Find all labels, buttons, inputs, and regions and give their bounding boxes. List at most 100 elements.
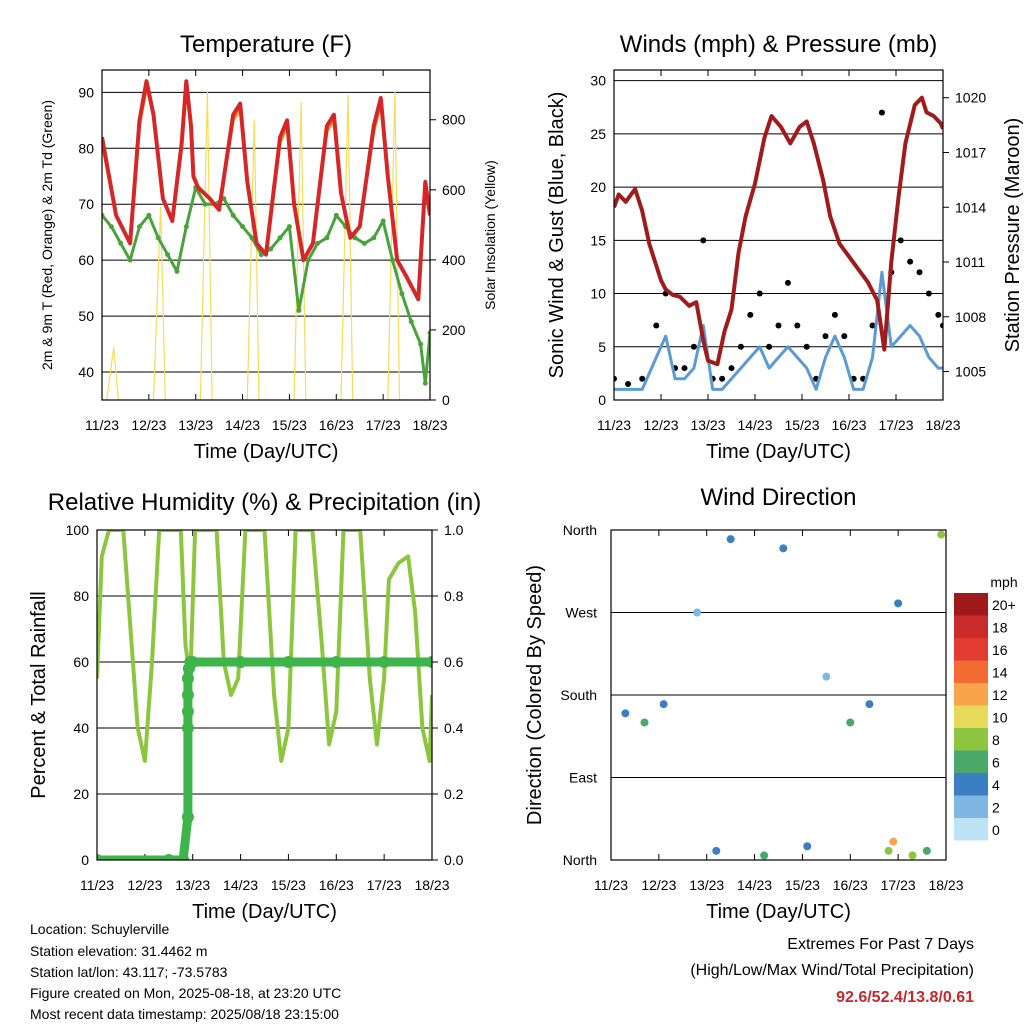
y-tick-label: 5	[598, 339, 606, 355]
colorbar-swatch	[954, 818, 988, 841]
y2-tick-label: 1008	[955, 309, 986, 325]
x-tick-label: 17/23	[367, 877, 402, 893]
colorbar-label: 20+	[992, 597, 1016, 613]
y-tick-label: 40	[78, 364, 94, 380]
td-point	[380, 218, 386, 224]
x-tick-label: 14/23	[225, 417, 260, 433]
series-2m-temp-line	[102, 79, 430, 302]
y-tick-label: 40	[73, 720, 89, 736]
td-point	[286, 224, 292, 230]
y2-tick-label: 0.6	[444, 654, 464, 670]
colorbar-swatch	[954, 750, 988, 773]
td-point	[399, 291, 405, 297]
y-tick-label: South	[560, 687, 597, 703]
x-tick-label: 11/23	[85, 417, 119, 433]
gust-point	[653, 322, 660, 329]
td-point	[102, 212, 105, 218]
direction-point	[822, 672, 831, 681]
x-axis-label: Time (Day/UTC)	[706, 441, 851, 463]
y-tick-label: 80	[78, 140, 94, 156]
direction-point	[937, 530, 946, 539]
direction-point	[640, 718, 649, 727]
plot-frame	[613, 69, 944, 401]
gust-point	[625, 381, 632, 388]
direction-point	[712, 846, 721, 855]
y2-tick-label: 1011	[955, 254, 985, 270]
x-tick-label: 15/23	[272, 417, 307, 433]
direction-point	[659, 700, 668, 709]
td-point	[390, 257, 396, 263]
series-solar-line	[102, 91, 430, 400]
series-pressure-line	[614, 95, 943, 367]
td-point	[249, 235, 255, 241]
td-point	[202, 201, 208, 207]
colorbar-swatch	[954, 593, 988, 616]
x-tick-label: 11/23	[80, 877, 114, 893]
plot-frame	[610, 529, 947, 861]
x-axis-label: Time (Day/UTC)	[192, 901, 337, 923]
x-tick-label: 11/23	[597, 417, 631, 433]
colorbar-swatch	[954, 615, 988, 638]
colorbar-swatch	[954, 773, 988, 796]
td-point	[305, 257, 311, 263]
y-tick-label: 60	[73, 654, 89, 670]
y2-axis-label: Station Pressure (Maroon)	[1002, 118, 1024, 353]
colorbar-swatch	[954, 660, 988, 683]
x-tick-label: 13/23	[690, 417, 725, 433]
precip-point	[97, 854, 103, 860]
direction-point	[894, 599, 903, 608]
x-tick-label: 18/23	[928, 877, 963, 893]
gust-point	[831, 311, 838, 318]
x-tick-label: 14/23	[737, 877, 772, 893]
plot-area	[97, 530, 432, 860]
y-tick-label: 30	[590, 73, 606, 89]
y-tick-label: 70	[78, 196, 94, 212]
direction-point	[779, 544, 788, 553]
gust-point	[756, 290, 763, 297]
y-tick-label: 15	[590, 232, 606, 248]
precip-point	[186, 656, 199, 668]
td-point	[408, 319, 414, 325]
y2-tick-label: 1014	[955, 199, 986, 215]
extremes-title: Extremes For Past 7 Days	[787, 936, 974, 953]
td-point	[324, 235, 330, 241]
y-tick-label: West	[565, 605, 597, 621]
x-tick-label: 18/23	[414, 877, 449, 893]
precip-point	[181, 811, 194, 824]
td-point	[118, 240, 124, 246]
colorbar-swatch	[954, 683, 988, 706]
gust-point	[925, 290, 932, 297]
colorbar-label: 4	[992, 777, 1000, 793]
colorbar-swatch	[954, 728, 988, 751]
gust-point	[841, 333, 848, 340]
x-tick-label: 15/23	[784, 417, 819, 433]
y2-tick-label: 0.8	[444, 588, 464, 604]
precip-point	[181, 672, 194, 685]
series-td-line	[102, 186, 430, 385]
direction-point	[760, 851, 769, 860]
td-point	[268, 246, 274, 252]
td-point	[333, 212, 339, 218]
td-point	[127, 257, 133, 263]
plot-frame	[101, 69, 431, 401]
chart-title: Relative Humidity (%) & Precipitation (i…	[48, 489, 481, 516]
gust-point	[766, 343, 773, 350]
x-tick-label: 13/23	[689, 877, 724, 893]
td-point	[371, 235, 377, 241]
recent-data-text: Most recent data timestamp: 2025/08/18 2…	[30, 1006, 339, 1022]
x-tick-label: 16/23	[833, 877, 868, 893]
colorbar-label: 14	[992, 665, 1008, 681]
extremes-subtitle: (High/Low/Max Wind/Total Precipitation)	[690, 962, 974, 979]
y-tick-label: 80	[73, 588, 89, 604]
td-point	[174, 268, 180, 274]
y2-tick-label: 0.2	[444, 786, 464, 802]
gust-point	[719, 375, 726, 382]
y-tick-label: 25	[590, 126, 606, 142]
y2-tick-label: 1.0	[444, 522, 464, 538]
precip-point	[181, 722, 194, 734]
td-point	[418, 341, 424, 347]
direction-point	[922, 846, 931, 855]
td-point	[136, 224, 142, 230]
td-point	[277, 235, 283, 241]
